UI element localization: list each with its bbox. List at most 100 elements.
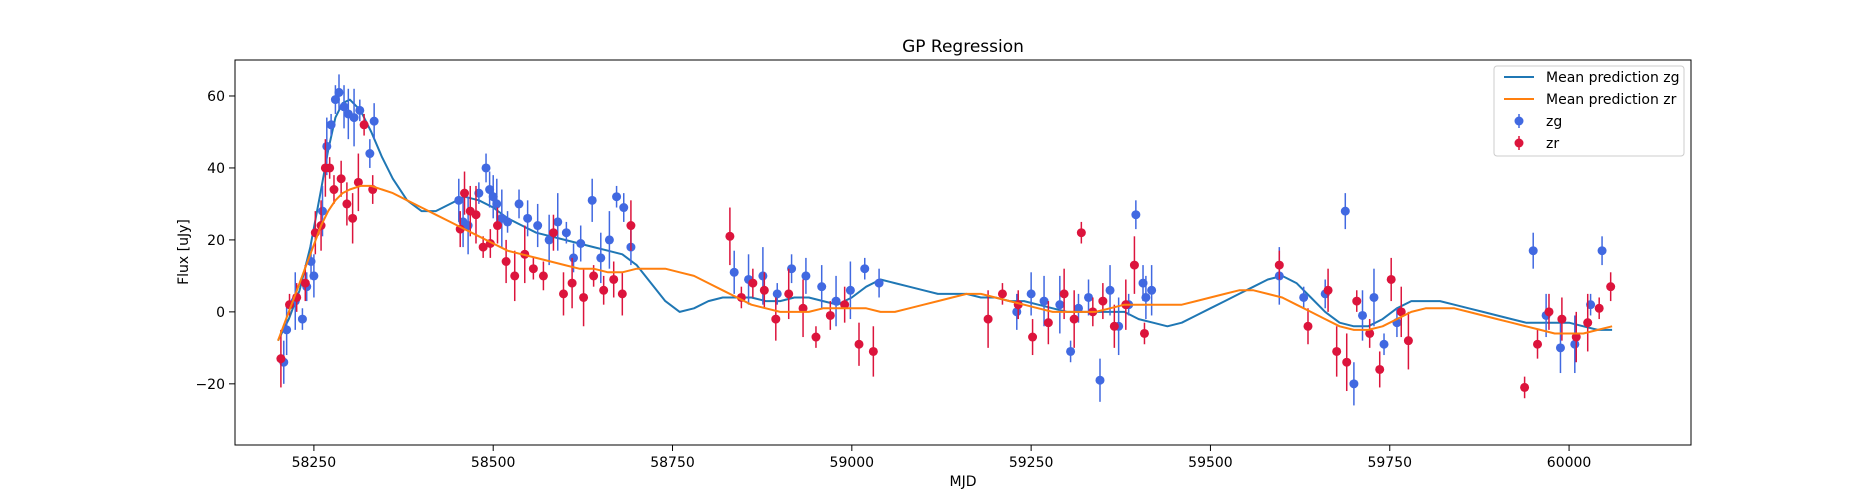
point-zg [349, 113, 359, 123]
point-zr [626, 221, 636, 231]
point-zr [1520, 382, 1530, 392]
x-tick-label: 60000 [1547, 455, 1592, 471]
point-zr [538, 271, 548, 281]
point-zg [481, 163, 491, 173]
point-zr [300, 278, 310, 288]
point-zg [365, 149, 375, 159]
point-zg [576, 239, 586, 249]
chart-title: GP Regression [902, 37, 1024, 57]
point-zg [596, 253, 606, 263]
point-zr [558, 289, 568, 299]
point-zr [1139, 328, 1149, 338]
y-tick-label: 60 [207, 89, 225, 105]
x-tick-label: 59000 [830, 455, 875, 471]
point-zr [997, 289, 1007, 299]
point-zr [1129, 260, 1139, 270]
point-zg [322, 141, 332, 151]
point-zr [1069, 314, 1079, 324]
point-zr [771, 314, 781, 324]
point-zg [514, 199, 524, 209]
point-zg [561, 228, 571, 238]
point-zg [619, 203, 629, 213]
legend-label-zr-line: Mean prediction zr [1546, 92, 1677, 108]
point-zg [1131, 210, 1141, 220]
point-zr [854, 339, 864, 349]
point-zr [510, 271, 520, 281]
point-zr [868, 346, 878, 356]
point-zr [1396, 307, 1406, 317]
point-zg [523, 213, 533, 223]
point-zr [548, 228, 558, 238]
point-zr [825, 310, 835, 320]
point-zg [1147, 285, 1157, 295]
point-zr [1386, 274, 1396, 284]
point-zg [1597, 246, 1607, 256]
point-zg [1084, 292, 1094, 302]
series-line-mean-prediction-zr [277, 184, 1613, 342]
point-zg [612, 192, 622, 202]
point-zr [1403, 336, 1413, 346]
point-zg [1299, 292, 1309, 302]
point-zr [1557, 314, 1567, 324]
point-zr [589, 271, 599, 281]
x-axis-label: MJD [950, 474, 977, 490]
legend: Mean prediction zg Mean prediction zr zg… [1493, 65, 1685, 157]
point-zr [725, 231, 735, 241]
point-zr [567, 278, 577, 288]
point-zg [1026, 289, 1036, 299]
point-zg [831, 296, 841, 306]
point-zr [599, 285, 609, 295]
point-zg [553, 217, 563, 227]
y-axis-label: Flux [uJy] [176, 219, 192, 285]
point-zr [1342, 357, 1352, 367]
series-line-mean-prediction-zg [277, 98, 1613, 342]
point-zr [798, 303, 808, 313]
point-zr [329, 185, 339, 195]
point-zr [493, 221, 503, 231]
point-zr [579, 292, 589, 302]
point-zg [1055, 300, 1065, 310]
legend-label-zg-line: Mean prediction zg [1546, 70, 1680, 86]
legend-label-zr: zr [1546, 136, 1559, 152]
point-zg [355, 105, 365, 115]
point-zg [544, 235, 554, 245]
point-zg [729, 267, 739, 277]
point-zr [1274, 260, 1284, 270]
point-zr [501, 256, 511, 266]
point-zr [617, 289, 627, 299]
y-tick-label: 40 [207, 161, 225, 177]
point-zg [758, 271, 768, 281]
x-tick-label: 59750 [1367, 455, 1412, 471]
point-zr [336, 174, 346, 184]
point-zg [488, 192, 498, 202]
point-zg [874, 278, 884, 288]
point-zr [342, 199, 352, 209]
point-zr [359, 120, 369, 130]
point-zr [1028, 332, 1038, 342]
point-zg [1358, 310, 1368, 320]
point-zg [1369, 292, 1379, 302]
point-zr [1043, 318, 1053, 328]
point-zg [860, 264, 870, 274]
point-zr [1323, 285, 1333, 295]
plot-area [276, 74, 1616, 406]
point-zr [759, 285, 769, 295]
point-zr [1571, 332, 1581, 342]
point-zr [471, 210, 481, 220]
point-zg [1066, 346, 1076, 356]
x-tick-label: 59500 [1188, 455, 1233, 471]
point-zg [318, 206, 328, 216]
point-zr [1059, 289, 1069, 299]
point-zg [1528, 246, 1538, 256]
point-zr [1365, 328, 1375, 338]
point-zg [503, 217, 513, 227]
point-zg [1340, 206, 1350, 216]
point-zg [326, 120, 336, 130]
point-zg [330, 95, 340, 105]
legend-box [1493, 65, 1685, 157]
x-tick-label: 58250 [292, 455, 337, 471]
point-zg [1349, 379, 1359, 389]
point-zg [1095, 375, 1105, 385]
point-zg [604, 235, 614, 245]
